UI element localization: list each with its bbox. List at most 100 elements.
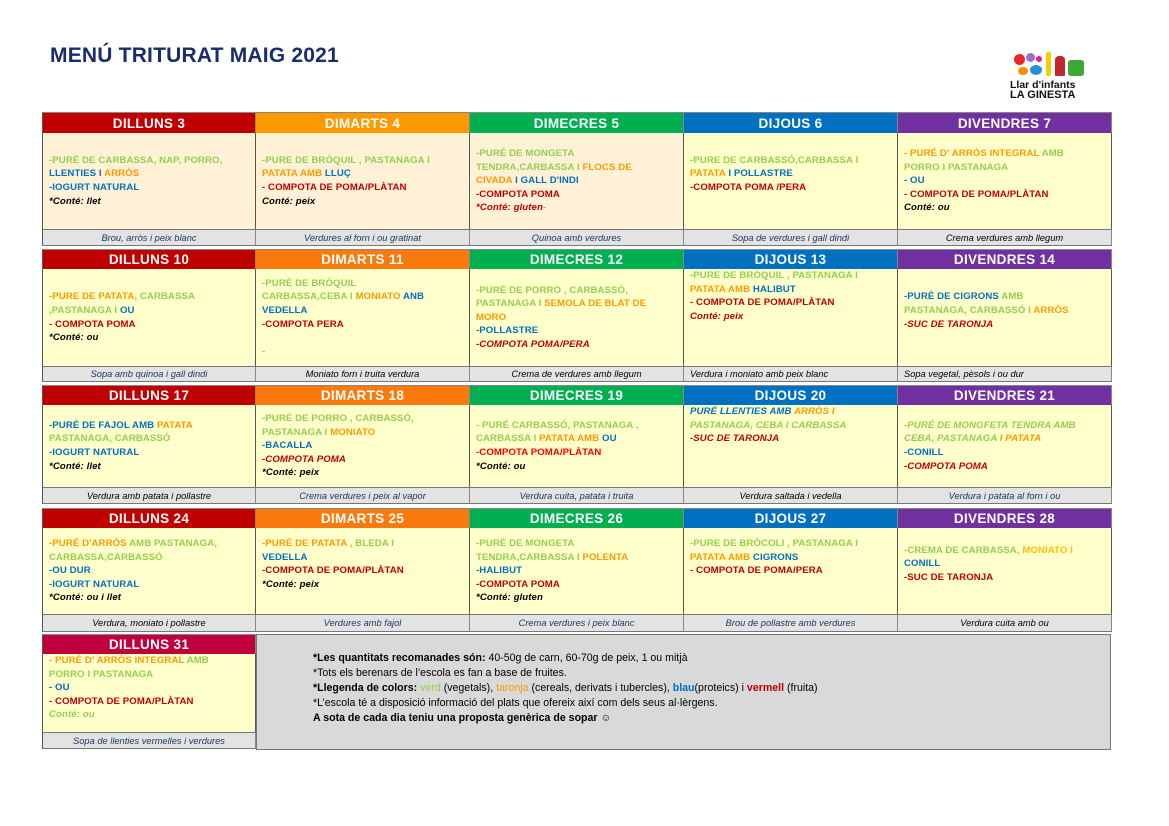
text-segment: ANB xyxy=(403,291,425,303)
text-segment: -COMPOTA POMA/PLÀTAN xyxy=(476,447,602,458)
text-segment: PURÉ LLENTIES AMB xyxy=(690,406,794,417)
day-header: DIMARTS 18 xyxy=(256,385,470,405)
day-menu: -PURE DE BRÒQUIL , PASTANAGA I PATATA AMB… xyxy=(684,269,898,366)
menu-line: - PURÉ D' ARRÒS INTEGRAL AMB xyxy=(49,654,249,668)
menu-line: PORRO I PASTANAGA xyxy=(904,161,1105,175)
menu-line: -SUC DE TARONJA xyxy=(904,318,1105,332)
menu-line: PASTANAGA, CARBASSÓ xyxy=(49,432,249,446)
menu-line: TENDRA,CARBASSA I POLENTA xyxy=(476,551,677,565)
menu-line: -COMPOTA POMA xyxy=(476,188,677,202)
text-segment: -POLLASTRE xyxy=(476,325,539,337)
day-menu: -PURÉ DE MONGETA TENDRA,CARBASSA I POLENT… xyxy=(470,528,684,614)
text-segment: PATATA AMB xyxy=(690,551,753,563)
dinner-suggestion: Verdures amb fajol xyxy=(256,614,470,632)
menu-line: PASTANAGA, CEBA I CARBASSA xyxy=(690,419,891,433)
text-segment: -PURÉ DE PATATA , xyxy=(262,538,356,550)
menu-line: -PURÉ DE PATATA , BLEDA I xyxy=(262,537,463,551)
text-segment: - PURÉ D' ARRÒS INTEGRAL xyxy=(904,148,1042,160)
menu-line: Conté: peix xyxy=(690,310,891,324)
menu-line: CONILL xyxy=(904,557,1105,571)
menu-line: PASTANAGA I MONIATO xyxy=(262,426,463,440)
text-segment: PASTANAGA, CARBASSÓ xyxy=(49,433,171,445)
text-segment: FLOCS DE xyxy=(582,161,632,173)
dinner-suggestion: Moniato forn i truita verdura xyxy=(256,366,470,382)
dinner-suggestion: Verdura i moniato amb peix blanc xyxy=(684,366,898,382)
text-segment: PATATA xyxy=(690,168,729,180)
menu-line: *Conté: peix xyxy=(262,466,463,480)
menu-line: Conté: peix xyxy=(262,195,463,209)
note-line: A sota de cada dia teniu una proposta ge… xyxy=(313,711,1110,726)
menu-line: MORO xyxy=(476,311,677,325)
menu-line: -POLLASTRE xyxy=(476,324,677,338)
text-segment: blau xyxy=(672,682,695,694)
text-segment: -COMPOTA POMA xyxy=(262,453,346,465)
text-segment: -IOGURT NATURAL xyxy=(49,578,140,590)
text-segment: MONIATO xyxy=(355,291,403,303)
text-segment: PASTANAGA I xyxy=(476,298,545,310)
menu-line: PATATA AMB LLUÇ xyxy=(262,167,463,181)
day-menu: -PURÉ D'ARRÒS AMB PASTANAGA, CARBASSA,CAR… xyxy=(42,528,256,614)
menu-line: - PURÉ D' ARRÒS INTEGRAL AMB xyxy=(904,147,1105,161)
text-segment: - OU xyxy=(49,682,70,694)
menu-line: -PURÉ DE CARBASSA, NAP, PORRO, xyxy=(49,154,249,168)
menu-line: -IOGURT NATURAL xyxy=(49,446,249,460)
text-segment: -COMPOTA POMA /PERA xyxy=(690,182,807,193)
text-segment: ,PASTANAGA I xyxy=(49,304,120,316)
menu-line: ,PASTANAGA I OU xyxy=(49,304,249,318)
menu-line: *Conté: llet xyxy=(49,195,249,209)
text-segment: -PURÉ DE MONGFETA TENDRA AMB xyxy=(904,419,1076,431)
text-segment: ARRÒS xyxy=(104,168,140,180)
menu-line: -CONILL xyxy=(904,446,1105,460)
day-header: DIMECRES 5 xyxy=(470,112,684,133)
text-segment: - COMPOTA DE POMA/PLÀTAN xyxy=(690,297,835,309)
note-line: *Tots els berenars de l’escola es fan a … xyxy=(313,666,1110,681)
text-segment: (cereals, derivats i tubercles), xyxy=(528,682,673,694)
text-segment: Conté: peix xyxy=(262,195,316,207)
menu-line: CARBASSA,CEBA I MONIATO ANB xyxy=(262,290,463,304)
text-segment: SEMOLA DE BLAT DE xyxy=(544,298,647,310)
menu-line: -PURE DE CARBASSÓ,CARBASSA I xyxy=(690,154,891,168)
text-segment: ARRÒS xyxy=(1033,304,1069,316)
dinner-suggestion: Brou, arròs i peix blanc xyxy=(42,229,256,246)
day-menu: -PURE DE PATATA, CARBASSA ,PASTANAGA I OU… xyxy=(42,269,256,366)
menu-line: CIVADA I GALL D'INDI xyxy=(476,174,677,188)
text-segment: CARBASSA,CEBA I xyxy=(262,291,356,303)
dinner-suggestion: Brou de pollastre amb verdures xyxy=(684,614,898,632)
day-menu: -PURE DE CARBASSÓ,CARBASSA I PATATA I POL… xyxy=(684,133,898,229)
day-menu: -PURÉ DE MONGFETA TENDRA AMB CEBA, PASTAN… xyxy=(898,405,1112,487)
text-segment: CARBASSA xyxy=(139,291,196,303)
day-menu: - PURÉ CARBASSÓ, PASTANAGA , CARBASSA I P… xyxy=(470,405,684,487)
text-segment: AMB PASTANAGA, xyxy=(129,538,218,550)
menu-line: VEDELLA xyxy=(262,551,463,565)
text-segment: - OU xyxy=(904,175,925,187)
text-segment: OU xyxy=(119,304,135,316)
text-segment: CEBA, PASTANAGA xyxy=(904,433,1000,445)
menu-line: *Conté: ou i llet xyxy=(49,591,249,605)
text-segment: *Tots els berenars de l’escola es fan a … xyxy=(313,667,567,679)
text-segment: *Conté: ou i llet xyxy=(49,592,122,604)
menu-line: - COMPOTA DE POMA/PERA xyxy=(690,564,891,578)
day-header: DIVENDRES 14 xyxy=(898,249,1112,269)
day-header: DIVENDRES 28 xyxy=(898,508,1112,528)
menu-line: -PURÉ DE MONGFETA TENDRA AMB xyxy=(904,419,1105,433)
menu-line: PASTANAGA I SEMOLA DE BLAT DE xyxy=(476,297,677,311)
text-segment: VEDELLA xyxy=(262,551,308,563)
text-segment: POLENTA xyxy=(582,551,629,563)
menu-line: TENDRA,CARBASSA I FLOCS DE xyxy=(476,161,677,175)
menu-line: -IOGURT NATURAL xyxy=(49,181,249,195)
text-segment: PORRO I PASTANAGA xyxy=(904,161,1009,173)
menu-line xyxy=(262,591,463,605)
menu-line: - COMPOTA DE POMA/PLÀTAN xyxy=(49,695,249,709)
text-segment: ARRÒS I xyxy=(793,406,835,417)
text-segment: PORRO I PASTANAGA xyxy=(49,668,154,680)
menu-line: PATATA AMB HALIBUT xyxy=(690,283,891,297)
text-segment: *Conté: ou xyxy=(476,460,526,472)
text-segment: MONIATO I xyxy=(1022,544,1074,556)
menu-line: - PURÉ CARBASSÓ, PASTANAGA , xyxy=(476,419,677,433)
day-header: DILLUNS 3 xyxy=(42,112,256,133)
day-header: DIVENDRES 21 xyxy=(898,385,1112,405)
menu-line: PORRO I PASTANAGA xyxy=(49,668,249,682)
text-segment: I POLLASTRE xyxy=(728,168,793,180)
menu-line: *Conté: gluten xyxy=(476,591,677,605)
menu-line: -PURÉ DE MONGETA xyxy=(476,147,677,161)
